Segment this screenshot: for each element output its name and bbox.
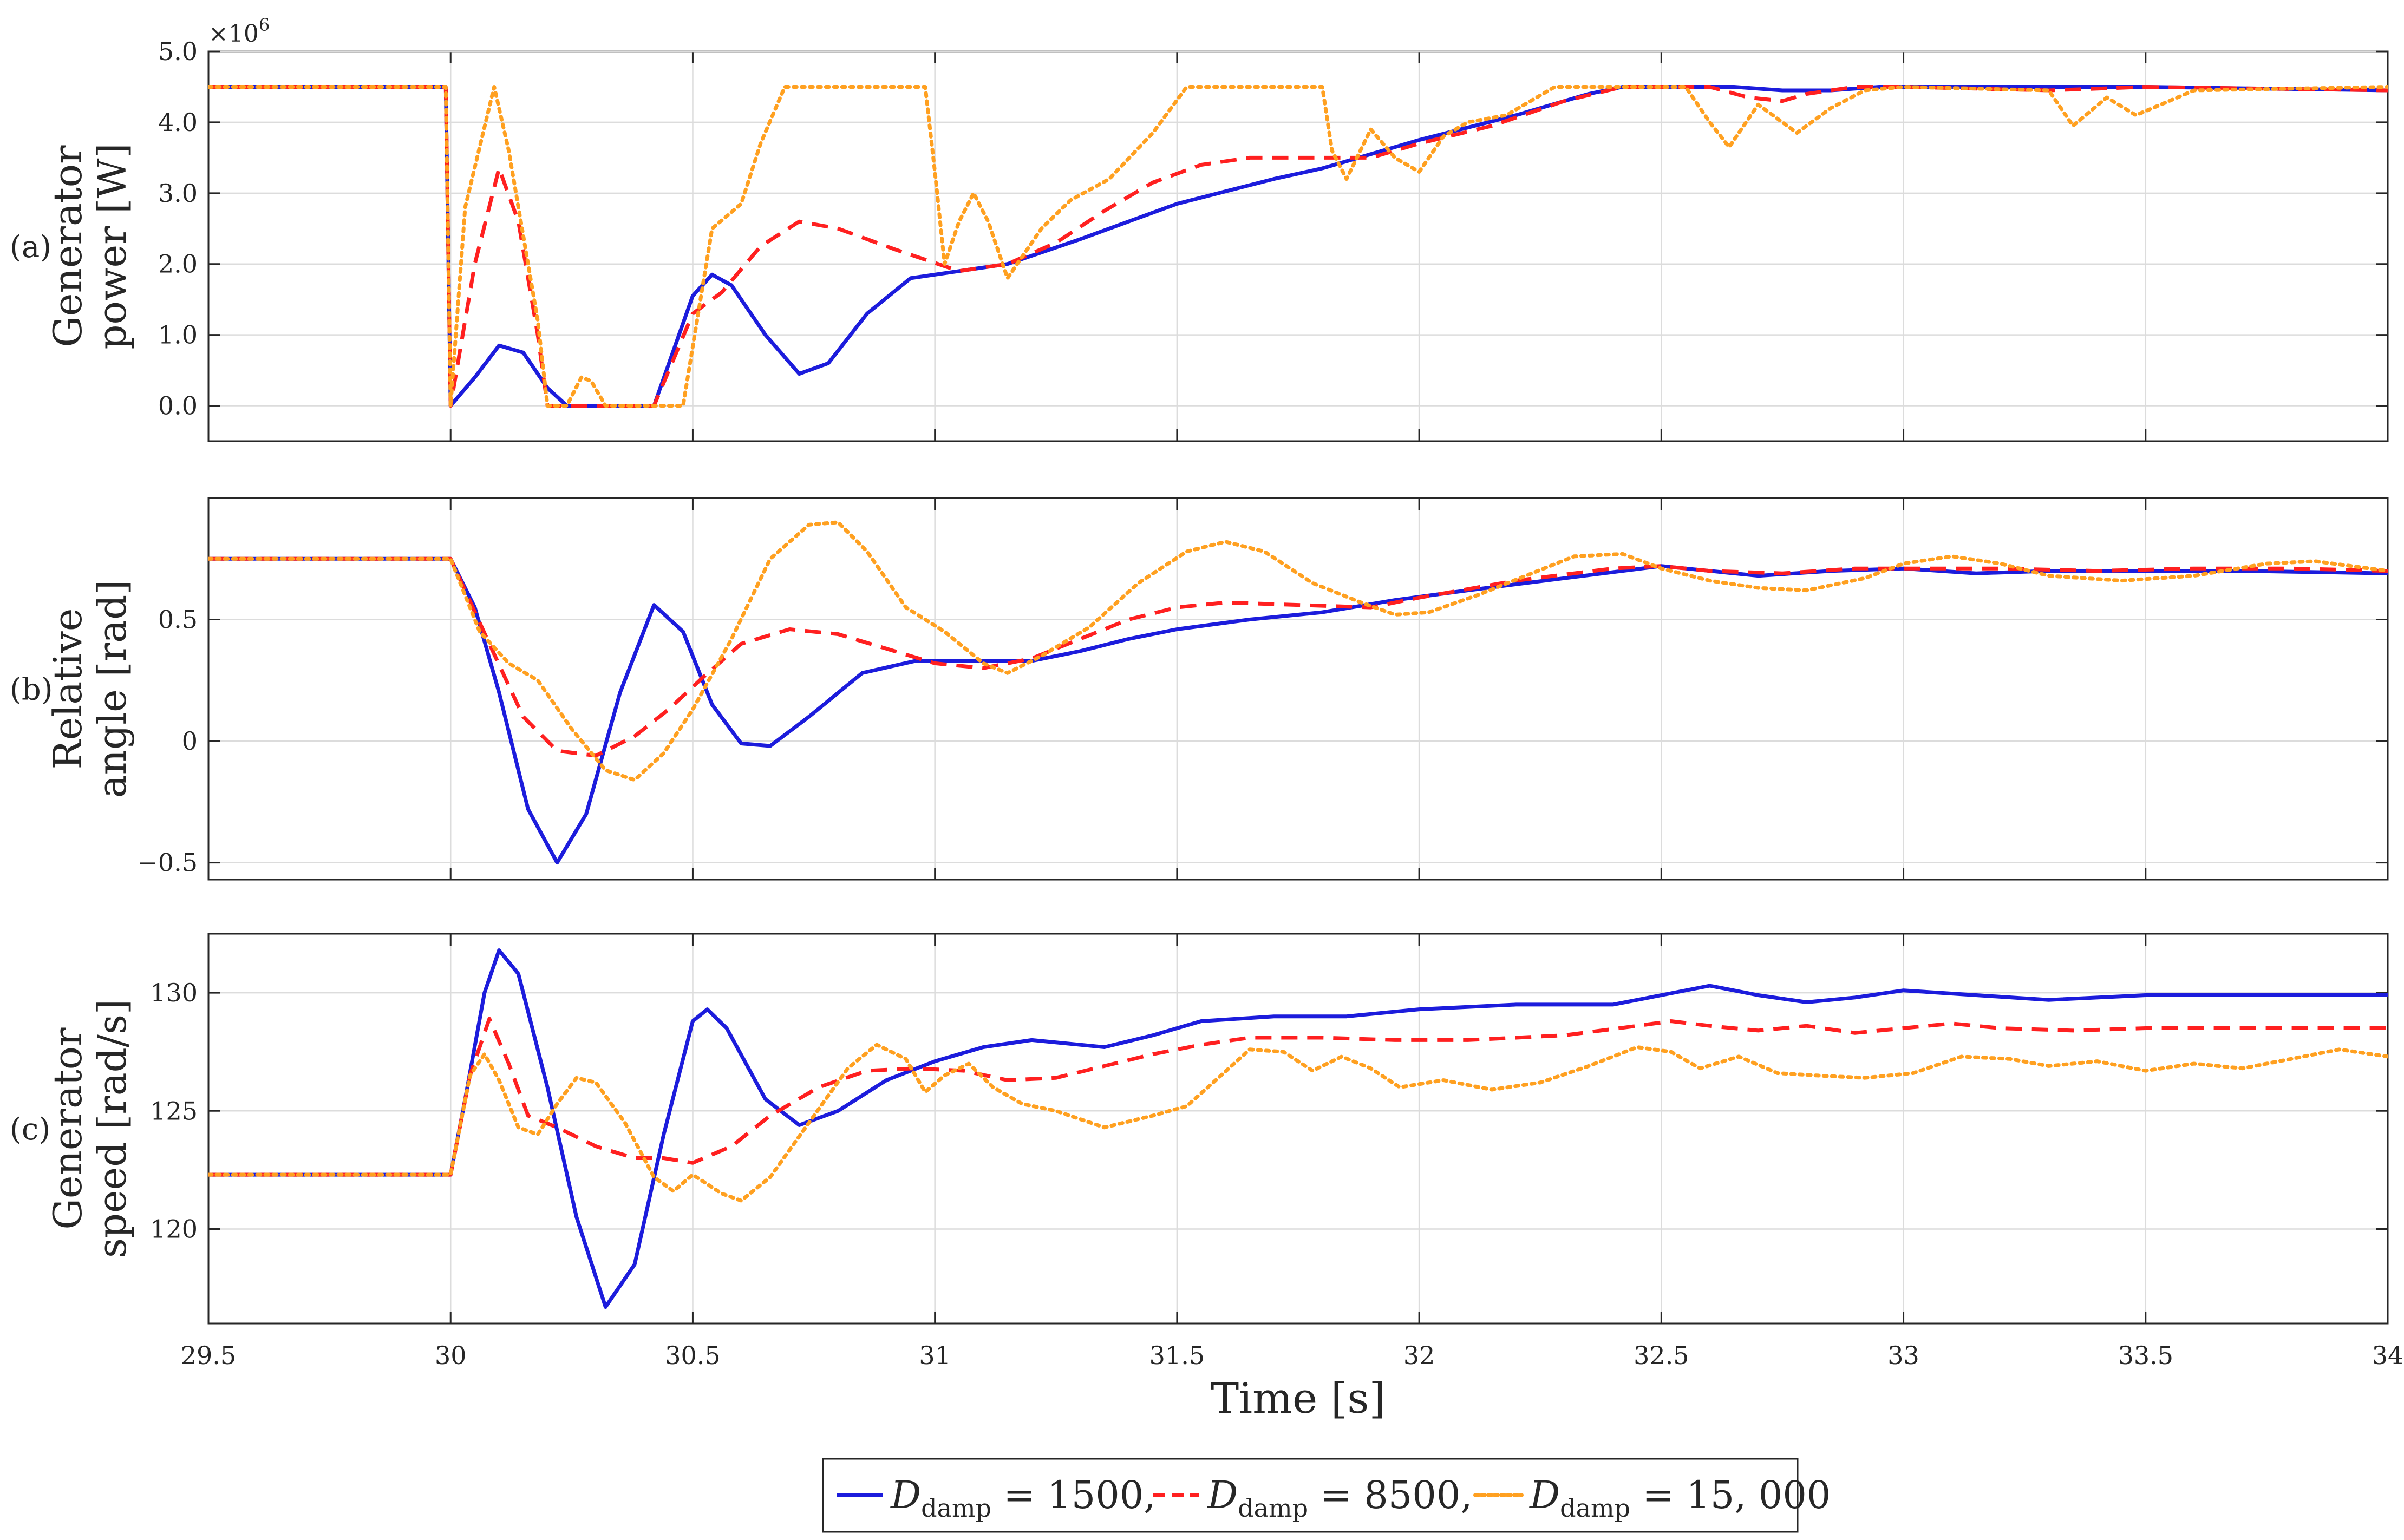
legend-label-d8500: Ddamp = 8500, <box>1206 1473 1473 1523</box>
legend: Ddamp = 1500, Ddamp = 8500, Ddamp = 15, 00… <box>822 1458 1831 1533</box>
x-tick-label: 30 <box>435 1341 467 1370</box>
y-tick-label: 130 <box>150 978 198 1007</box>
axes-frame <box>207 50 2389 442</box>
panel-3: 29.5 30 30.5 31 31.5 32 32.5 33 33.5 34 120 125 130 G… <box>10 933 2404 1370</box>
panel-tag: (a) <box>10 230 51 265</box>
y-tick-label: 4.0 <box>158 108 198 137</box>
y-axis-label: angle [rad] <box>89 580 135 798</box>
axes-frame <box>207 497 2389 881</box>
legend-label-d15000: Ddamp = 15, 000 <box>1528 1473 1831 1523</box>
y-tick-label: 0 <box>182 726 198 756</box>
y-tick-label: 0.5 <box>158 605 198 634</box>
series-line-d15000 <box>208 85 2388 408</box>
x-tick-label: 33.5 <box>2118 1341 2173 1370</box>
series-line-d1500 <box>208 556 2388 865</box>
y-tick-label: 1.0 <box>158 320 198 350</box>
x-tick-label: 30.5 <box>665 1341 720 1370</box>
series-line-d15000 <box>208 520 2388 782</box>
legend-box <box>822 1458 1799 1533</box>
y-axis-label: Relative <box>45 608 90 769</box>
series-line-d8500 <box>208 556 2388 758</box>
x-tick-label: 31.5 <box>1149 1341 1205 1370</box>
x-axis-label: Time [s] <box>1211 1374 1386 1423</box>
y-axis-label: speed [rad/s] <box>89 999 135 1258</box>
x-tick-label: 32.5 <box>1634 1341 1689 1370</box>
y-tick-label: −0.5 <box>137 848 198 877</box>
y-axis-label: Generator <box>45 145 90 348</box>
x-tick-label: 32 <box>1403 1341 1435 1370</box>
legend-label-d1500: Ddamp = 1500, <box>890 1473 1156 1523</box>
x-tick-label: 31 <box>919 1341 951 1370</box>
series-line-d1500 <box>208 85 2388 408</box>
y-tick-label: 125 <box>150 1096 198 1125</box>
y-tick-label: 120 <box>150 1214 198 1243</box>
x-tick-label: 29.5 <box>181 1341 236 1370</box>
series-line-d1500 <box>208 948 2388 1309</box>
x-tick-label: 34 <box>2372 1341 2404 1370</box>
y-tick-label: 3.0 <box>158 179 198 208</box>
panel-tag: (c) <box>10 1112 50 1147</box>
series-line-d8500 <box>208 1017 2388 1177</box>
panel-tag: (b) <box>10 672 53 707</box>
axis-multiplier: ×106 <box>208 15 270 48</box>
y-axis-label: power [W] <box>89 143 135 349</box>
y-tick-label: 0.0 <box>158 391 198 421</box>
x-tick-label: 33 <box>1887 1341 1919 1370</box>
y-tick-label: 2.0 <box>158 250 198 279</box>
series-line-d15000 <box>208 1043 2388 1203</box>
y-axis-label: Generator <box>45 1027 90 1230</box>
y-tick-label: 5.0 <box>158 37 198 66</box>
